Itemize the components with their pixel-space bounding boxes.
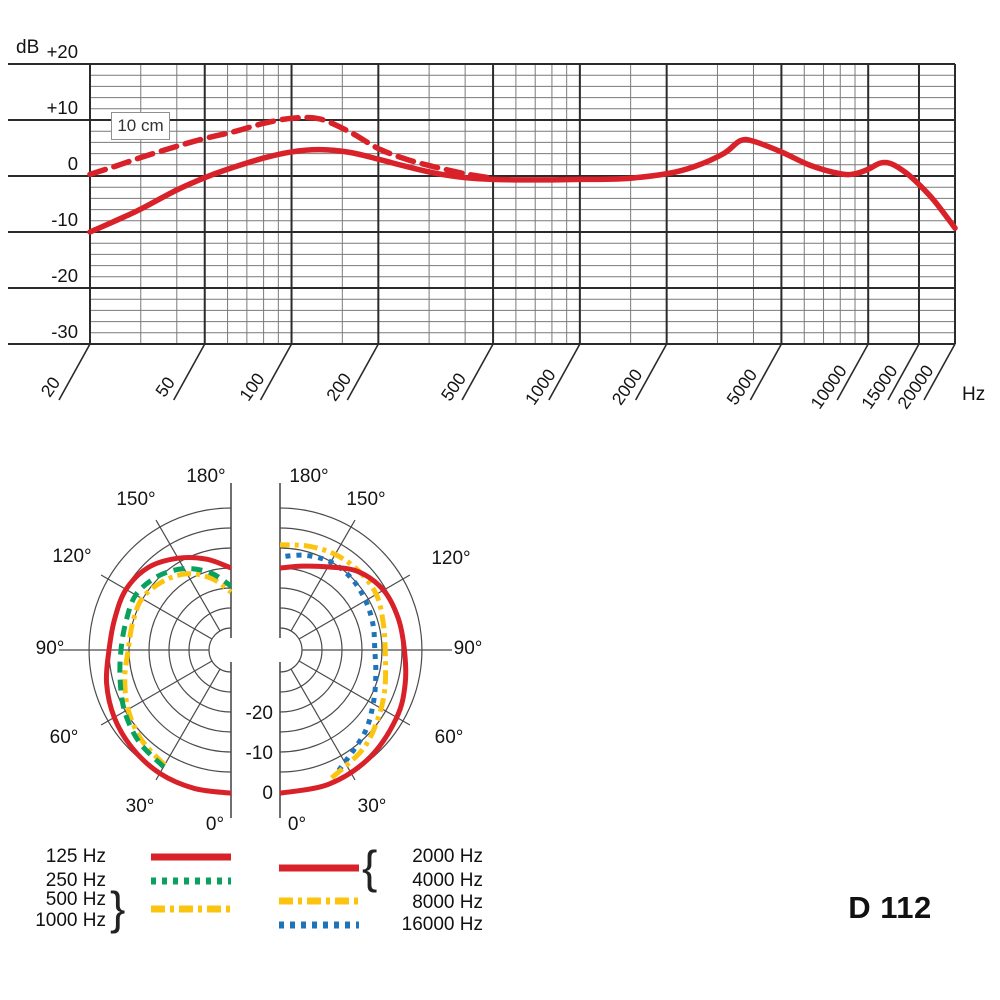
legend-label-125hz: 125 Hz — [45, 846, 106, 867]
svg-text:180°: 180° — [289, 466, 328, 487]
svg-text:0°: 0° — [206, 814, 224, 835]
svg-text:-10: -10 — [51, 209, 78, 230]
svg-text:100: 100 — [235, 369, 268, 405]
distance-annotation: 10 cm — [111, 112, 170, 140]
svg-text:90°: 90° — [454, 638, 483, 659]
svg-text:30°: 30° — [358, 796, 387, 817]
model-name: D 112 — [848, 890, 932, 925]
legend-label-16000hz: 16000 Hz — [401, 914, 483, 935]
svg-text:150°: 150° — [116, 489, 155, 510]
svg-text:120°: 120° — [52, 546, 91, 567]
legend-swatch-2000-4000hz — [277, 862, 361, 874]
svg-text:120°: 120° — [431, 548, 470, 569]
svg-text:5000: 5000 — [722, 365, 761, 409]
x-axis-unit-label: Hz — [962, 384, 986, 405]
legend-label-500hz: 500 Hz — [45, 889, 106, 910]
legend-brace-right: { — [362, 841, 378, 893]
legend-swatch-8000hz — [277, 895, 361, 907]
legend-swatch-250hz — [149, 875, 233, 887]
svg-text:-20: -20 — [51, 265, 78, 286]
legend-label-1000hz: 1000 Hz — [35, 910, 106, 931]
svg-text:500: 500 — [437, 369, 470, 405]
legend-swatch-16000hz — [277, 919, 361, 931]
svg-text:2000: 2000 — [608, 365, 647, 409]
svg-text:60°: 60° — [435, 727, 464, 748]
polar-pattern-plot: 0° 30° 60° 90° 120° 150° 180° 0° 30° 60° 90° 120° 15… — [36, 466, 483, 835]
legend-label-250hz: 250 Hz — [45, 870, 106, 891]
svg-text:150°: 150° — [346, 489, 385, 510]
svg-text:60°: 60° — [50, 727, 79, 748]
polar-pattern-chart: 0° 30° 60° 90° 120° 150° 180° 0° 30° 60° 90° 120° 15… — [0, 440, 1000, 1000]
y-axis-unit-label: dB — [16, 37, 40, 58]
legend-label-8000hz: 8000 Hz — [412, 892, 483, 913]
svg-text:-20: -20 — [246, 703, 273, 724]
svg-text:0: 0 — [262, 783, 273, 804]
frequency-response-chart: +20 +10 0 -10 -20 -30 20 50 100 200 500 1000 2000 500… — [0, 0, 1000, 440]
legend-swatch-125hz — [149, 851, 233, 863]
legend-label-4000hz: 4000 Hz — [412, 870, 483, 891]
svg-text:90°: 90° — [36, 638, 65, 659]
svg-text:180°: 180° — [186, 466, 225, 487]
svg-text:-10: -10 — [246, 743, 273, 764]
svg-text:200: 200 — [322, 369, 355, 405]
svg-text:0°: 0° — [288, 814, 306, 835]
legend-swatch-500-1000hz — [149, 903, 233, 915]
legend-brace-left: } — [110, 882, 126, 934]
svg-text:+20: +20 — [47, 41, 78, 62]
svg-text:30°: 30° — [126, 796, 155, 817]
legend-label-2000hz: 2000 Hz — [412, 846, 483, 867]
svg-text:1000: 1000 — [521, 365, 560, 409]
svg-text:+10: +10 — [47, 97, 78, 118]
svg-text:0: 0 — [68, 153, 78, 174]
svg-text:-30: -30 — [51, 321, 78, 342]
